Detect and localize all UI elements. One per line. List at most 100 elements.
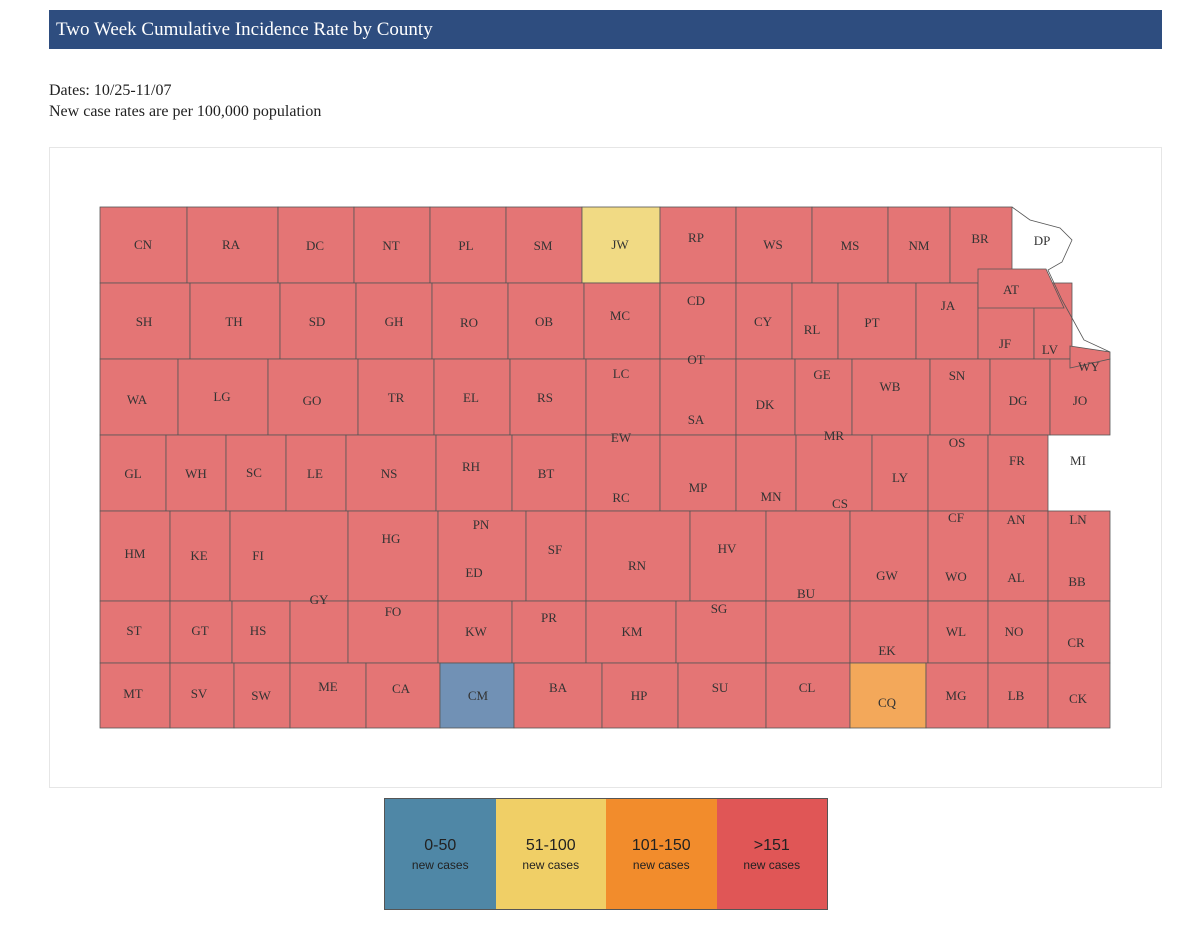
- county-wl[interactable]: [927, 600, 989, 664]
- county-label-ms: MS: [841, 238, 860, 253]
- county-label-rc: RC: [612, 490, 629, 505]
- county-cy[interactable]: [735, 282, 793, 360]
- county-label-sn: SN: [949, 368, 966, 383]
- county-wy[interactable]: [1069, 345, 1111, 369]
- county-lg[interactable]: [177, 358, 269, 436]
- county-sn[interactable]: [929, 358, 991, 436]
- county-gh[interactable]: [355, 282, 433, 360]
- county-bb[interactable]: [1047, 510, 1111, 602]
- county-label-mc: MC: [610, 308, 630, 323]
- county-su[interactable]: [677, 662, 767, 729]
- county-pn[interactable]: [437, 510, 527, 602]
- county-wo[interactable]: [927, 510, 989, 602]
- county-rp[interactable]: [659, 206, 737, 284]
- county-no[interactable]: [987, 600, 1049, 664]
- county-ro[interactable]: [431, 282, 509, 360]
- county-ed[interactable]: [437, 600, 513, 664]
- county-ek[interactable]: [849, 600, 929, 664]
- county-label-cy: CY: [754, 314, 773, 329]
- county-ob[interactable]: [507, 282, 585, 360]
- county-bu[interactable]: [765, 510, 851, 602]
- county-mi[interactable]: [987, 434, 1049, 512]
- county-sc[interactable]: [225, 434, 287, 512]
- county-jo[interactable]: [1049, 358, 1111, 436]
- county-ja[interactable]: [915, 282, 979, 360]
- county-wb[interactable]: [851, 358, 931, 436]
- county-bt[interactable]: [511, 434, 587, 512]
- county-sd[interactable]: [279, 282, 357, 360]
- county-mt[interactable]: [99, 662, 171, 729]
- county-me[interactable]: [289, 662, 367, 729]
- county-at[interactable]: [977, 268, 1065, 309]
- county-cl[interactable]: [765, 662, 851, 729]
- county-label-sd: SD: [309, 314, 326, 329]
- county-sh[interactable]: [99, 282, 191, 360]
- county-rl[interactable]: [791, 282, 839, 360]
- county-sa[interactable]: [659, 434, 737, 512]
- county-cn[interactable]: [99, 206, 188, 284]
- county-sg[interactable]: [765, 600, 851, 664]
- county-label-dc: DC: [306, 238, 324, 253]
- legend-range: 0-50: [424, 836, 457, 854]
- county-ot[interactable]: [659, 358, 737, 436]
- county-go[interactable]: [267, 358, 359, 436]
- county-mc[interactable]: [583, 282, 661, 360]
- county-gl[interactable]: [99, 434, 167, 512]
- county-ra[interactable]: [186, 206, 279, 284]
- county-fi[interactable]: [229, 510, 349, 602]
- county-wa[interactable]: [99, 358, 179, 436]
- county-cr[interactable]: [1047, 600, 1111, 664]
- county-ck[interactable]: [1047, 662, 1111, 729]
- county-hv[interactable]: [689, 510, 767, 602]
- county-pr[interactable]: [585, 600, 677, 664]
- county-wh[interactable]: [165, 434, 227, 512]
- county-label-hv: HV: [718, 541, 737, 556]
- county-label-sf: SF: [548, 542, 562, 557]
- county-os[interactable]: [871, 434, 929, 512]
- county-cm[interactable]: [439, 662, 515, 729]
- county-label-bu: BU: [797, 586, 816, 601]
- county-rn[interactable]: [585, 510, 691, 602]
- county-ca[interactable]: [365, 662, 441, 729]
- county-ba[interactable]: [513, 662, 603, 729]
- county-el[interactable]: [433, 358, 511, 436]
- county-hg[interactable]: [347, 510, 439, 602]
- county-ke[interactable]: [169, 510, 231, 602]
- county-sf[interactable]: [525, 510, 587, 602]
- county-sw[interactable]: [233, 662, 291, 729]
- county-th[interactable]: [189, 282, 281, 360]
- county-label-rn: RN: [628, 558, 647, 573]
- date-range: Dates: 10/25-11/07: [49, 82, 172, 99]
- county-label-nm: NM: [909, 238, 930, 253]
- county-fr[interactable]: [927, 434, 989, 512]
- county-mg[interactable]: [925, 662, 989, 729]
- county-label-wy: WY: [1078, 359, 1100, 374]
- county-ly[interactable]: [795, 434, 873, 512]
- county-sm[interactable]: [505, 206, 583, 284]
- county-label-ed: ED: [465, 565, 482, 580]
- county-label-mp: MP: [689, 480, 708, 495]
- county-st[interactable]: [99, 600, 171, 664]
- county-dk[interactable]: [735, 358, 796, 436]
- county-label-ly: LY: [892, 470, 909, 485]
- county-lb[interactable]: [987, 662, 1049, 729]
- county-nm[interactable]: [887, 206, 951, 284]
- county-pl[interactable]: [429, 206, 507, 284]
- county-label-mi: MI: [1070, 453, 1086, 468]
- county-label-an: AN: [1007, 512, 1026, 527]
- county-label-gw: GW: [876, 568, 898, 583]
- county-rh[interactable]: [435, 434, 513, 512]
- county-mr[interactable]: [735, 434, 797, 512]
- county-gt[interactable]: [169, 600, 233, 664]
- county-hp[interactable]: [601, 662, 679, 729]
- county-ew[interactable]: [585, 434, 661, 512]
- county-label-st: ST: [126, 623, 141, 638]
- county-gy[interactable]: [289, 600, 349, 664]
- legend-sublabel: new cases: [411, 857, 469, 872]
- county-cq[interactable]: [849, 662, 927, 729]
- county-jw[interactable]: [581, 206, 661, 284]
- county-gw[interactable]: [849, 510, 929, 602]
- county-label-fr: FR: [1009, 453, 1025, 468]
- county-cd[interactable]: [659, 282, 737, 360]
- county-ge[interactable]: [794, 358, 853, 436]
